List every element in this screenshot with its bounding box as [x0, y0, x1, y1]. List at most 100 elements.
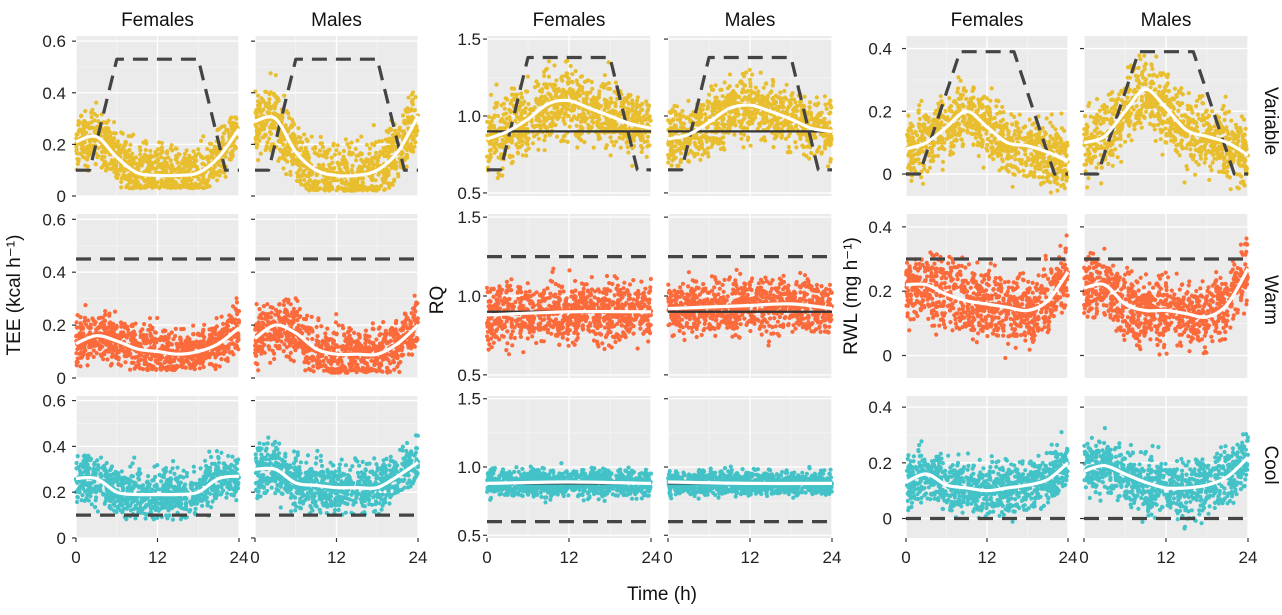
- data-point: [107, 311, 112, 316]
- data-point: [191, 332, 196, 337]
- data-point: [370, 326, 375, 331]
- data-point: [86, 318, 91, 323]
- data-point: [295, 318, 300, 323]
- data-point: [168, 469, 173, 474]
- data-point: [109, 464, 114, 469]
- data-point: [334, 312, 339, 317]
- data-point: [350, 151, 355, 156]
- data-point: [341, 148, 346, 154]
- data-point: [101, 491, 106, 496]
- data-point: [304, 137, 309, 142]
- data-point: [234, 467, 240, 472]
- data-point: [207, 355, 212, 360]
- data-point: [81, 486, 86, 491]
- data-point: [129, 474, 134, 479]
- data-point: [412, 306, 417, 311]
- data-point: [193, 506, 198, 511]
- data-point: [297, 168, 302, 173]
- data-point: [138, 357, 143, 362]
- data-point: [214, 489, 219, 494]
- data-point: [341, 157, 346, 162]
- data-point: [191, 464, 196, 469]
- data-point: [140, 367, 146, 372]
- data-point: [174, 146, 179, 151]
- data-point: [363, 467, 368, 472]
- data-point: [290, 160, 295, 165]
- data-point: [255, 325, 260, 331]
- data-point: [394, 330, 399, 335]
- data-point: [376, 187, 381, 192]
- data-point: [269, 485, 274, 490]
- data-point: [113, 469, 118, 474]
- data-point: [113, 495, 118, 500]
- data-point: [311, 146, 316, 151]
- data-point: [103, 349, 108, 354]
- data-point: [396, 171, 401, 177]
- data-point: [148, 148, 153, 153]
- data-point: [129, 500, 134, 505]
- data-point: [78, 471, 83, 477]
- data-point: [265, 140, 270, 145]
- data-point: [385, 152, 390, 158]
- data-point: [364, 361, 369, 366]
- data-point: [85, 471, 90, 476]
- data-point: [160, 355, 165, 360]
- data-point: [205, 490, 210, 495]
- data-point: [167, 513, 172, 518]
- data-point: [182, 160, 187, 165]
- data-point: [119, 130, 124, 135]
- data-point: [168, 158, 173, 163]
- data-point: [181, 183, 186, 188]
- panel-tee-cool-males: [253, 396, 421, 539]
- data-point: [331, 346, 337, 351]
- data-point: [232, 489, 237, 494]
- data-point: [403, 312, 408, 317]
- data-point: [83, 120, 88, 125]
- data-point: [194, 182, 199, 187]
- data-point: [229, 124, 234, 129]
- data-point: [305, 360, 310, 365]
- data-point: [205, 340, 210, 345]
- data-point: [257, 307, 262, 312]
- data-point: [219, 346, 224, 351]
- data-point: [198, 466, 203, 471]
- data-point: [98, 455, 104, 460]
- data-point: [286, 152, 291, 157]
- x-tick-label: 0: [71, 548, 80, 567]
- data-point: [337, 167, 342, 172]
- data-point: [236, 320, 241, 325]
- data-point: [320, 145, 326, 150]
- x-axis-title: Time (h): [627, 584, 697, 605]
- data-point: [123, 360, 128, 365]
- data-point: [125, 476, 130, 482]
- data-point: [113, 309, 118, 314]
- data-point: [378, 368, 383, 373]
- data-point: [75, 454, 80, 459]
- data-point: [283, 307, 288, 312]
- data-point: [412, 108, 417, 113]
- data-point: [303, 368, 308, 373]
- data-point: [90, 472, 96, 477]
- data-point: [380, 151, 386, 157]
- data-point: [376, 155, 381, 160]
- data-point: [214, 464, 219, 469]
- data-point: [264, 144, 269, 149]
- data-point: [394, 318, 399, 324]
- data-point: [204, 463, 209, 469]
- data-point: [182, 151, 188, 156]
- data-point: [377, 364, 382, 369]
- data-point: [315, 182, 320, 187]
- data-point: [98, 338, 103, 343]
- data-point: [274, 339, 280, 344]
- data-point: [135, 472, 140, 477]
- data-point: [120, 484, 125, 489]
- data-point: [159, 165, 165, 171]
- data-point: [76, 487, 82, 492]
- y-tick-label: 0.6: [42, 32, 66, 51]
- data-point: [315, 448, 320, 453]
- data-point: [112, 503, 117, 508]
- data-point: [311, 364, 316, 369]
- data-point: [113, 141, 118, 146]
- data-point: [196, 481, 201, 486]
